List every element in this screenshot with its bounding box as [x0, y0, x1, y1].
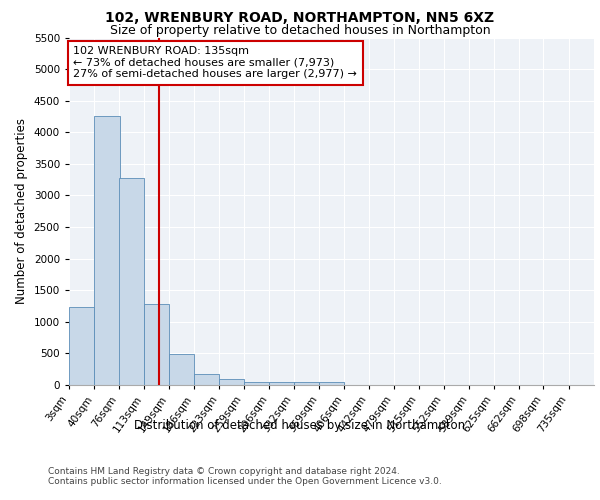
Bar	[269, 382, 294, 385]
Text: 102 WRENBURY ROAD: 135sqm
← 73% of detached houses are smaller (7,973)
27% of se: 102 WRENBURY ROAD: 135sqm ← 73% of detac…	[73, 46, 357, 80]
Text: Size of property relative to detached houses in Northampton: Size of property relative to detached ho…	[110, 24, 490, 37]
Text: 102, WRENBURY ROAD, NORTHAMPTON, NN5 6XZ: 102, WRENBURY ROAD, NORTHAMPTON, NN5 6XZ	[106, 11, 494, 25]
Bar	[169, 354, 194, 385]
Bar	[319, 382, 344, 385]
Bar	[194, 374, 219, 385]
Bar	[244, 382, 269, 385]
Bar	[293, 382, 319, 385]
Text: Contains HM Land Registry data © Crown copyright and database right 2024.: Contains HM Land Registry data © Crown c…	[48, 467, 400, 476]
Text: Distribution of detached houses by size in Northampton: Distribution of detached houses by size …	[134, 420, 466, 432]
Bar	[94, 116, 119, 385]
Bar	[119, 178, 144, 385]
Y-axis label: Number of detached properties: Number of detached properties	[15, 118, 28, 304]
Bar	[144, 304, 169, 385]
Bar	[69, 308, 94, 385]
Text: Contains public sector information licensed under the Open Government Licence v3: Contains public sector information licen…	[48, 477, 442, 486]
Bar	[219, 380, 244, 385]
